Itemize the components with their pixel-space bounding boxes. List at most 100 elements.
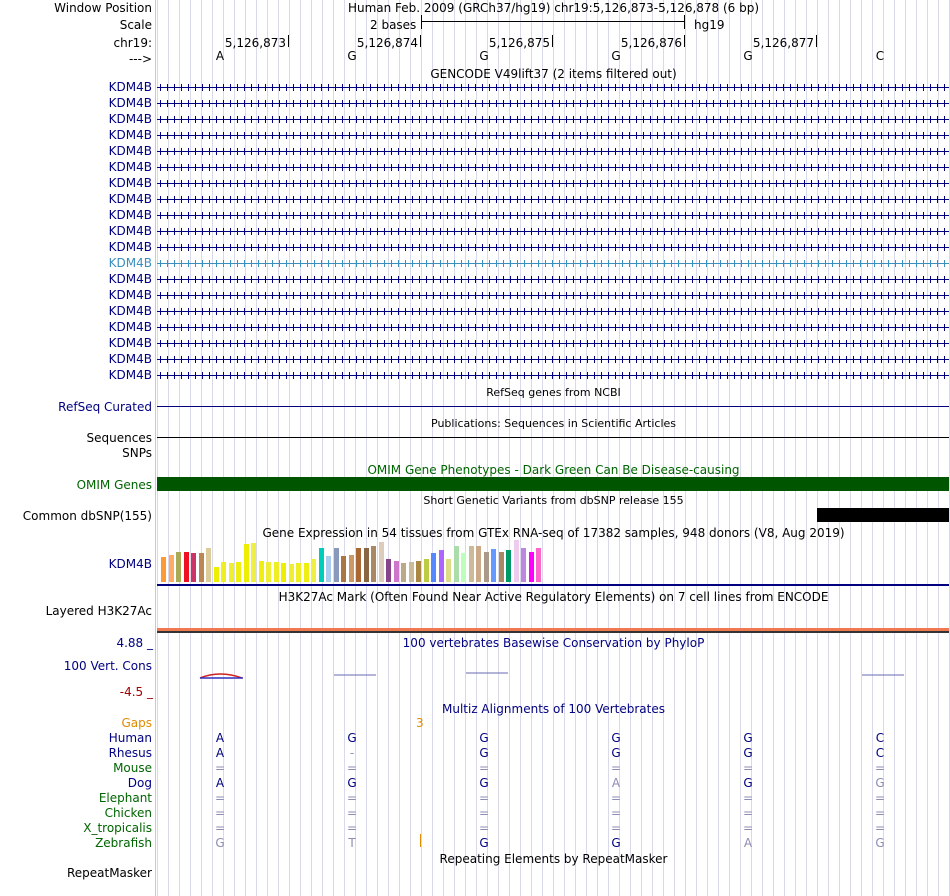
gtex-tissue-bar[interactable] — [401, 563, 406, 582]
refseq-track-title[interactable]: RefSeq genes from NCBI — [486, 386, 621, 399]
gtex-tissue-bar[interactable] — [499, 552, 504, 582]
gencode-transcript-label[interactable]: KDM4B — [108, 224, 152, 238]
gtex-tissue-bar[interactable] — [469, 546, 474, 582]
dbsnp-track-label[interactable]: Common dbSNP(155) — [22, 509, 152, 523]
conservation-track-label[interactable]: 100 Vert. Cons — [63, 659, 152, 673]
gtex-tissue-bar[interactable] — [161, 557, 166, 582]
gtex-tissue-bar[interactable] — [476, 546, 481, 582]
gtex-tissue-bar[interactable] — [319, 548, 324, 582]
gencode-transcript-label[interactable]: KDM4B — [108, 176, 152, 190]
gtex-tissue-bar[interactable] — [281, 563, 286, 582]
h3k27ac-track-label[interactable]: Layered H3K27Ac — [45, 604, 152, 618]
multiz-species-label[interactable]: Chicken — [104, 806, 152, 820]
multiz-track-title[interactable]: Multiz Alignments of 100 Vertebrates — [441, 702, 666, 716]
gtex-tissue-bar[interactable] — [184, 552, 189, 582]
gencode-transcript-feature[interactable] — [157, 116, 949, 123]
gtex-tissue-bar[interactable] — [536, 548, 541, 582]
gtex-tissue-bar[interactable] — [521, 548, 526, 582]
h3k27ac-track-title[interactable]: H3K27Ac Mark (Often Found Near Active Re… — [278, 590, 829, 604]
gencode-transcript-feature[interactable] — [157, 164, 949, 171]
gencode-transcript-feature[interactable] — [157, 324, 949, 331]
omim-feature-bar[interactable] — [157, 477, 949, 491]
gtex-tissue-bar[interactable] — [304, 563, 309, 582]
conservation-plot[interactable] — [157, 668, 950, 688]
gencode-transcript-label[interactable]: KDM4B — [108, 144, 152, 158]
gtex-tissue-bar[interactable] — [506, 550, 511, 582]
multiz-species-label[interactable]: Human — [108, 731, 152, 745]
gtex-tissue-bar[interactable] — [176, 552, 181, 582]
gtex-tissue-bar[interactable] — [416, 561, 421, 582]
gtex-tissue-bar[interactable] — [289, 564, 294, 582]
gencode-transcript-feature[interactable] — [157, 356, 949, 363]
gencode-transcript-feature[interactable] — [157, 244, 949, 251]
gtex-tissue-bar[interactable] — [484, 552, 489, 582]
gtex-tissue-bar[interactable] — [364, 548, 369, 582]
gencode-track-title[interactable]: GENCODE V49lift37 (2 items filtered out) — [430, 67, 677, 81]
gtex-tissue-bar[interactable] — [409, 562, 414, 582]
gtex-tissue-bar[interactable] — [266, 562, 271, 582]
gtex-tissue-bar[interactable] — [334, 548, 339, 582]
gencode-transcript-feature[interactable] — [157, 228, 949, 235]
gtex-tissue-bar[interactable] — [244, 544, 249, 582]
gtex-tissue-bar[interactable] — [199, 553, 204, 582]
gencode-transcript-label[interactable]: KDM4B — [108, 192, 152, 206]
gencode-transcript-label[interactable]: KDM4B — [108, 304, 152, 318]
gencode-transcript-feature[interactable] — [157, 100, 949, 107]
gencode-transcript-feature[interactable] — [157, 196, 949, 203]
gencode-transcript-label[interactable]: KDM4B — [108, 240, 152, 254]
gtex-tissue-bar[interactable] — [221, 562, 226, 582]
multiz-species-label[interactable]: Zebrafish — [95, 836, 152, 850]
gtex-tissue-bar[interactable] — [296, 563, 301, 582]
multiz-species-label[interactable]: X_tropicalis — [83, 821, 152, 835]
gencode-transcript-label[interactable]: KDM4B — [108, 352, 152, 366]
gencode-transcript-label[interactable]: KDM4B — [108, 112, 152, 126]
repeatmasker-track-label[interactable]: RepeatMasker — [66, 866, 152, 880]
gtex-tissue-bar[interactable] — [394, 561, 399, 582]
gtex-tissue-bar[interactable] — [191, 553, 196, 582]
gencode-transcript-feature[interactable] — [157, 84, 949, 91]
conservation-track-title[interactable]: 100 vertebrates Basewise Conservation by… — [402, 636, 705, 650]
gencode-transcript-label[interactable]: KDM4B — [108, 256, 152, 270]
repeatmasker-track-title[interactable]: Repeating Elements by RepeatMasker — [439, 852, 668, 866]
gtex-tissue-bar[interactable] — [461, 553, 466, 582]
gtex-tissue-bar[interactable] — [206, 548, 211, 582]
gencode-transcript-label[interactable]: KDM4B — [108, 128, 152, 142]
gtex-tissue-bar[interactable] — [259, 561, 264, 582]
gtex-tissue-bar[interactable] — [236, 562, 241, 582]
gtex-tissue-bar[interactable] — [431, 553, 436, 582]
gtex-tissue-bar[interactable] — [379, 542, 384, 582]
gencode-transcript-feature[interactable] — [157, 260, 949, 267]
gtex-tissue-bar[interactable] — [326, 556, 331, 582]
gtex-track-title[interactable]: Gene Expression in 54 tissues from GTEx … — [262, 526, 845, 540]
gencode-transcript-feature[interactable] — [157, 308, 949, 315]
gencode-transcript-label[interactable]: KDM4B — [108, 208, 152, 222]
gtex-tissue-bar[interactable] — [454, 546, 459, 582]
gtex-tissue-bar[interactable] — [491, 549, 496, 582]
gtex-track-label[interactable]: KDM4B — [108, 557, 152, 571]
gencode-transcript-feature[interactable] — [157, 340, 949, 347]
gtex-tissue-bar[interactable] — [446, 559, 451, 582]
gencode-transcript-label[interactable]: KDM4B — [108, 272, 152, 286]
gtex-tissue-bar[interactable] — [349, 555, 354, 582]
refseq-track-label[interactable]: RefSeq Curated — [58, 400, 152, 414]
publications-track-label[interactable]: Sequences — [86, 431, 152, 445]
gencode-transcript-feature[interactable] — [157, 292, 949, 299]
multiz-species-label[interactable]: Elephant — [98, 791, 152, 805]
snps-track-label[interactable]: SNPs — [122, 446, 152, 460]
gencode-transcript-feature[interactable] — [157, 132, 949, 139]
publications-track-title[interactable]: Publications: Sequences in Scientific Ar… — [431, 417, 676, 430]
gtex-tissue-bar[interactable] — [169, 555, 174, 582]
gtex-tissue-bar[interactable] — [274, 562, 279, 582]
gtex-tissue-bar[interactable] — [229, 563, 234, 582]
gtex-tissue-bar[interactable] — [341, 556, 346, 582]
gtex-tissue-bar[interactable] — [424, 559, 429, 582]
gtex-tissue-bar[interactable] — [386, 559, 391, 582]
publications-feature[interactable] — [157, 437, 949, 438]
gtex-tissue-bar[interactable] — [214, 567, 219, 582]
gtex-tissue-bar[interactable] — [529, 552, 534, 582]
dbsnp-variant[interactable] — [817, 508, 949, 522]
gencode-transcript-feature[interactable] — [157, 180, 949, 187]
gencode-transcript-label[interactable]: KDM4B — [108, 96, 152, 110]
gtex-tissue-bar[interactable] — [311, 559, 316, 582]
gencode-transcript-feature[interactable] — [157, 148, 949, 155]
